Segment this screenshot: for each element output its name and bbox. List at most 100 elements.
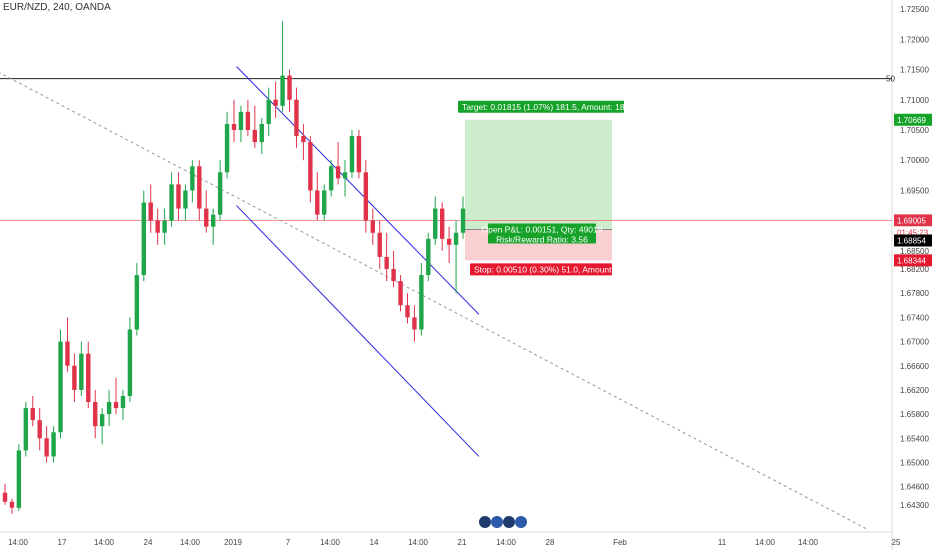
stop-label: Stop: 0.00510 (0.30%) 51.0, Amount: 750 — [474, 264, 631, 274]
candle-body — [204, 208, 209, 227]
x-tick-label: 14:00 — [94, 538, 115, 547]
candle-body — [99, 414, 105, 427]
candle-body — [335, 166, 341, 179]
x-tick-label: 14:00 — [320, 538, 341, 547]
candle-body — [217, 172, 223, 215]
current-price-badge: 1.69005 — [897, 216, 926, 225]
candle-body — [72, 365, 77, 390]
y-tick-label: 1.68200 — [900, 265, 929, 274]
candle-body — [446, 238, 452, 245]
candle-body — [287, 75, 292, 100]
x-tick-label: 14:00 — [408, 538, 429, 547]
countdown-badge: 01:45:23 — [897, 228, 929, 237]
y-tick-label: 1.64300 — [900, 501, 929, 510]
watermark-logo-dot — [479, 516, 491, 528]
pnl-label-line1: Open P&L: 0.00151, Qty: 49019 — [482, 224, 603, 234]
candle-body — [65, 341, 70, 366]
candle-body — [190, 166, 195, 191]
candle-body — [16, 450, 22, 508]
x-tick-label: 14:00 — [180, 538, 201, 547]
x-tick-label: 11 — [718, 538, 727, 547]
candle-body — [315, 190, 320, 215]
y-tick-label: 1.71500 — [900, 66, 929, 75]
y-tick-label: 1.70000 — [900, 156, 929, 165]
x-tick-label: 2019 — [224, 538, 242, 547]
candle-body — [58, 341, 63, 433]
candle-body — [44, 438, 49, 457]
stop-price-badge-bg — [894, 254, 932, 267]
candle-body — [176, 184, 181, 209]
candle-body — [238, 111, 244, 130]
watermark-logo-dot — [503, 516, 515, 528]
candle-body — [30, 408, 35, 421]
y-tick-label: 1.72000 — [900, 35, 929, 44]
candle-body — [426, 238, 431, 276]
y-tick-label: 1.68500 — [900, 247, 929, 256]
candle-body — [231, 123, 237, 130]
x-tick-label: 28 — [546, 538, 555, 547]
candle-body — [197, 166, 202, 209]
x-tick-label: 14:00 — [798, 538, 819, 547]
candle-body — [148, 202, 153, 221]
candle-body — [23, 408, 29, 451]
candle-body — [328, 166, 334, 191]
x-tick-label: 14:00 — [496, 538, 517, 547]
y-tick-label: 1.72500 — [900, 5, 929, 14]
x-tick-label: 21 — [458, 538, 467, 547]
candle-body — [224, 123, 230, 173]
pnl-label-line2: Risk/Reward Ratio: 3.56 — [496, 234, 588, 244]
candle-body — [308, 142, 313, 191]
entry-price-badge: 1.68854 — [897, 236, 926, 245]
candle-body — [79, 353, 84, 390]
trend-line — [0, 72, 867, 530]
candle-body — [259, 123, 264, 143]
x-tick-label: 14 — [370, 538, 379, 547]
candle-body — [210, 214, 216, 227]
watermark-logo-dot — [515, 516, 527, 528]
entry-price-badge-bg — [894, 234, 932, 247]
candle-body — [419, 275, 424, 330]
y-tick-label: 1.64600 — [900, 483, 929, 492]
candle-body — [113, 402, 119, 409]
candle-body — [162, 220, 167, 233]
x-tick-label: 25 — [892, 538, 901, 547]
candle-body — [120, 395, 126, 409]
candle-body — [273, 99, 278, 106]
candle-body — [9, 501, 15, 508]
y-tick-label: 1.65000 — [900, 458, 929, 467]
candle-body — [141, 202, 146, 276]
target-label-bg — [458, 100, 624, 113]
y-tick-label: 1.71000 — [900, 96, 929, 105]
x-tick-label: 14:00 — [8, 538, 29, 547]
y-tick-label: 1.67000 — [900, 338, 929, 347]
y-tick-label: 1.66600 — [900, 362, 929, 371]
candle-body — [384, 256, 389, 270]
candle-body — [342, 172, 348, 179]
candle-body — [37, 420, 42, 439]
candle-body — [412, 317, 417, 330]
horizontal-line-tag: 50 — [886, 75, 895, 84]
candle-body — [398, 281, 403, 306]
target-price-badge-bg — [894, 113, 932, 126]
candle-body — [169, 184, 174, 221]
candle-body — [294, 99, 299, 137]
candle-body — [433, 208, 438, 239]
stop-label-bg — [470, 263, 612, 276]
candle-body — [93, 402, 98, 427]
candle-body — [356, 136, 362, 173]
target-zone — [465, 119, 612, 230]
pnl-label-bg — [488, 223, 596, 244]
candle-body — [349, 136, 355, 173]
candle-body — [405, 305, 410, 318]
y-tick-label: 1.66200 — [900, 386, 929, 395]
y-tick-label: 1.65400 — [900, 434, 929, 443]
x-tick-label: Feb — [613, 538, 627, 547]
candle-body — [363, 172, 369, 221]
y-tick-label: 1.69500 — [900, 186, 929, 195]
channel-upper-line — [236, 66, 480, 315]
candle-body — [266, 99, 271, 124]
candle-body — [439, 208, 445, 239]
symbol-title: EUR/NZD, 240, OANDA — [3, 2, 111, 13]
